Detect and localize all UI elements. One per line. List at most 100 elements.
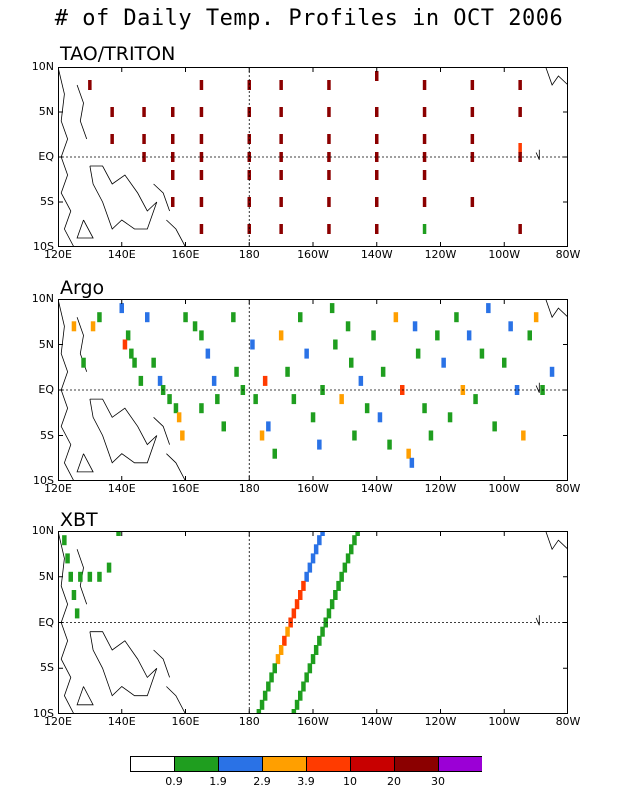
data-cell [518, 152, 522, 162]
coastline [545, 299, 568, 319]
data-cell [412, 321, 418, 332]
data-cell [291, 394, 297, 405]
colorbar-label: 0.9 [165, 775, 183, 788]
x-tick-label: 160W [297, 248, 329, 261]
panel-title-xbt: XBT [60, 509, 98, 531]
y-tick-label: 10N [31, 524, 54, 537]
data-cell [272, 663, 277, 674]
data-cell [250, 339, 255, 350]
data-cell [307, 663, 313, 674]
data-cell [199, 403, 204, 414]
data-cell [329, 599, 335, 610]
colorbar-swatch [350, 756, 395, 772]
colorbar-swatch [306, 756, 351, 772]
data-cell [527, 330, 532, 341]
data-cell [138, 375, 144, 386]
data-cell [142, 134, 146, 144]
data-cell [62, 535, 67, 546]
data-cell [518, 224, 522, 234]
data-cell [151, 357, 156, 368]
data-cell [266, 681, 271, 692]
data-cell [514, 385, 520, 395]
data-cell [333, 339, 338, 350]
data-cell [508, 321, 513, 332]
data-cell [470, 80, 475, 90]
data-cell [71, 321, 77, 332]
y-tick-label: 5N [38, 337, 54, 351]
data-cell [375, 170, 379, 180]
coastline [89, 631, 158, 697]
data-cell [326, 608, 332, 619]
data-cell [110, 134, 114, 144]
colorbar-label: 30 [431, 775, 445, 788]
data-cell [68, 571, 73, 582]
data-cell [422, 170, 427, 180]
y-tick-label: 5S [40, 195, 54, 208]
data-cell [74, 608, 80, 619]
data-cell [422, 197, 427, 207]
data-cell [320, 626, 325, 637]
coastline [76, 219, 94, 239]
colorbar-swatch [394, 756, 439, 772]
x-tick-label: 80W [555, 248, 581, 261]
data-cell [278, 645, 284, 655]
data-cell [110, 107, 114, 117]
data-cell [549, 366, 555, 377]
x-tick-label: 180 [238, 482, 260, 495]
data-cell [345, 321, 351, 332]
data-cell [142, 107, 146, 117]
data-cell [145, 312, 150, 323]
data-cell [333, 590, 338, 600]
data-cell [279, 152, 283, 162]
data-cell [285, 366, 290, 377]
data-cell [183, 312, 188, 323]
x-tick-label: 80W [555, 482, 581, 495]
map-panel-argo [58, 299, 568, 481]
data-cell [272, 448, 277, 459]
data-cell [199, 224, 204, 234]
x-tick-label: 160W [297, 482, 329, 495]
data-cell [231, 312, 236, 323]
data-cell [518, 143, 522, 153]
y-tick-label: EQ [38, 150, 54, 163]
data-cell [521, 430, 526, 441]
coastline [166, 453, 186, 481]
data-cell [492, 421, 497, 432]
data-cell [199, 152, 204, 162]
data-cell [307, 562, 313, 573]
data-cell [199, 134, 204, 144]
data-cell [339, 571, 344, 582]
panel-title-argo: Argo [60, 277, 105, 299]
data-cell [279, 170, 283, 180]
data-cell [119, 303, 124, 314]
coastline [535, 382, 540, 393]
data-cell [327, 197, 331, 207]
data-cell [171, 152, 175, 162]
data-cell [279, 134, 283, 144]
coastline [76, 686, 94, 706]
colorbar-label: 20 [387, 775, 401, 788]
data-cell [349, 357, 354, 368]
data-cell [176, 412, 182, 423]
data-cell [173, 403, 179, 414]
data-cell [393, 312, 399, 323]
colorbar-swatch [174, 756, 219, 772]
data-cell [329, 303, 335, 314]
y-tick-label: 5N [38, 105, 54, 118]
data-cell [364, 403, 370, 414]
data-cell [428, 430, 434, 441]
data-cell [157, 375, 163, 386]
data-cell [470, 197, 475, 207]
data-cell [65, 553, 70, 564]
data-cell [317, 635, 322, 646]
y-tick-label: 5S [40, 661, 54, 675]
colorbar-swatch [262, 756, 307, 772]
x-tick-label: 120E [44, 248, 72, 261]
data-cell [518, 107, 522, 117]
data-cell [473, 394, 478, 405]
data-cell [199, 80, 204, 90]
x-tick-label: 120E [44, 715, 72, 728]
data-cell [502, 357, 507, 368]
data-cell [205, 348, 211, 359]
data-cell [180, 430, 185, 441]
